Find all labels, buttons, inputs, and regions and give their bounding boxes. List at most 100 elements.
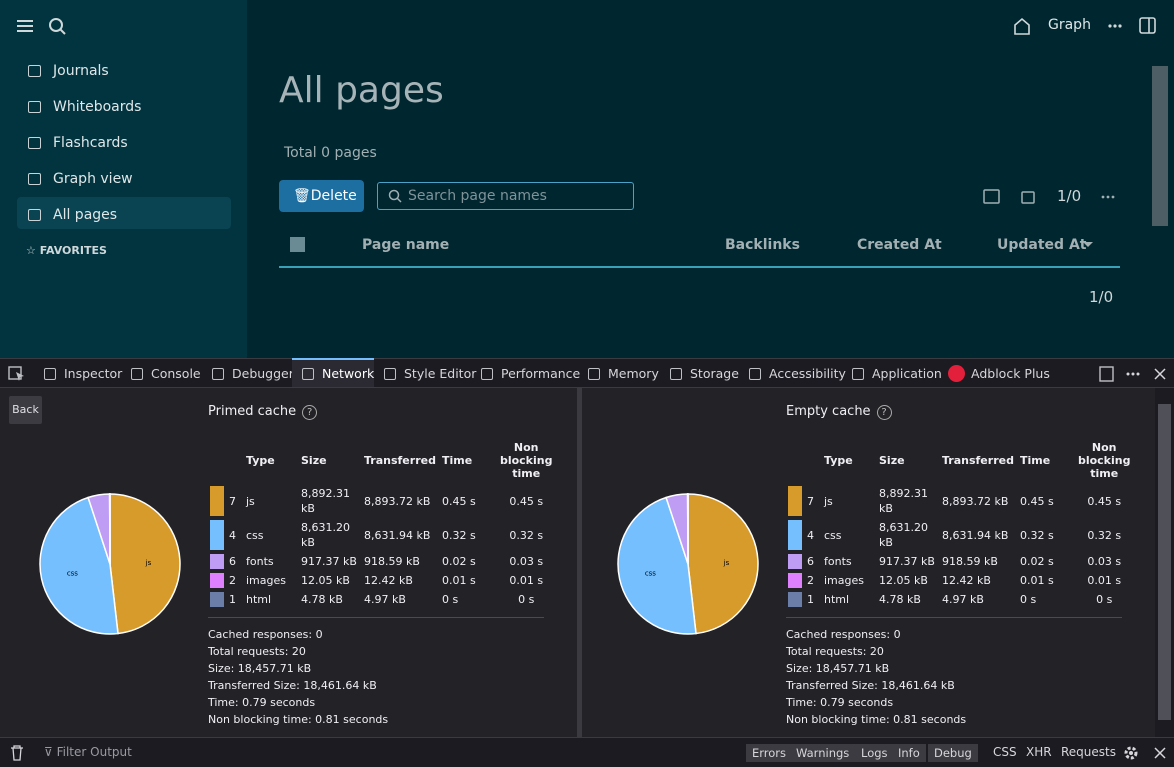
swatch <box>788 554 802 569</box>
pager: 1/0 <box>1057 187 1082 205</box>
search-box[interactable]: Search page names <box>377 182 634 210</box>
divider <box>577 388 582 737</box>
count-cell: 1 <box>208 590 243 609</box>
tab[interactable]: Inspector <box>64 366 123 381</box>
summary-line: Size: 18,457.71 kB <box>208 662 312 675</box>
sidebar: Journals Whiteboards Flashcards Graph view A… <box>0 0 247 358</box>
nav-item[interactable]: Journals <box>53 63 109 79</box>
pie-slice <box>109 493 181 635</box>
tab[interactable]: Storage <box>690 366 739 381</box>
filter-button[interactable]: XHR <box>1026 745 1052 759</box>
tab[interactable]: Debugger <box>232 366 294 381</box>
header-cell: Type <box>246 453 275 467</box>
header-cell <box>786 436 821 484</box>
tab-selected <box>292 358 374 387</box>
nav-icon <box>28 137 41 149</box>
nav-icon <box>28 101 41 113</box>
delete-button[interactable]: 🗑Delete <box>279 180 364 212</box>
header-cell: Time <box>1019 453 1051 467</box>
devtools-toolbar: Inspector Console Debugger Network Style Edi… <box>0 358 1174 388</box>
data-row: 1 html 4.78 kB 4.97 kB 0 s 0 s <box>208 590 555 609</box>
column-header[interactable]: Backlinks <box>725 237 800 253</box>
size-cell: 8,631.20 kB <box>879 521 928 549</box>
cache-table: Type Size Transferred Time Non blocking time… <box>786 436 1133 609</box>
data-row: 4 css 8,631.20 kB 8,631.94 kB 0.32 s 0.32 s <box>208 518 555 552</box>
header-cell: Non blocking time <box>499 440 553 480</box>
non-blocking-cell: 0.45 s <box>509 494 544 508</box>
swatch <box>788 520 802 550</box>
select-all[interactable] <box>290 237 305 252</box>
transferred-cell: 12.42 kB <box>364 574 413 587</box>
tab-icon <box>212 368 224 380</box>
nav-item[interactable]: All pages <box>53 207 118 223</box>
devtools-scroll-thumb[interactable] <box>1158 404 1171 720</box>
tab[interactable]: Application <box>872 366 942 381</box>
size-cell: 917.37 kB <box>301 555 357 568</box>
scroll-thumb[interactable] <box>1152 66 1168 226</box>
column-header[interactable]: Page name <box>362 237 450 253</box>
type-cell: js <box>824 494 833 508</box>
non-blocking-cell: 0 s <box>518 593 535 606</box>
size-cell: 8,631.20 kB <box>301 521 350 549</box>
level-button[interactable]: Logs <box>855 744 894 762</box>
pie-slice <box>617 496 697 635</box>
slice-label: css <box>645 569 656 577</box>
panel-title: Primed cache? <box>208 404 318 420</box>
type-cell: fonts <box>824 555 852 568</box>
delete-label: Delete <box>310 188 357 204</box>
graph-link[interactable]: Graph <box>1048 17 1091 33</box>
swatch <box>788 486 802 516</box>
nav-item[interactable]: Whiteboards <box>53 99 142 115</box>
level-button[interactable]: Warnings <box>790 744 856 762</box>
cache-panel: Primed cache? js css Type Size Transferred Tim… <box>0 388 577 737</box>
data-row: 7 js 8,892.31 kB 8,893.72 kB 0.45 s 0.45 s <box>786 484 1133 518</box>
filter-button[interactable]: CSS <box>993 745 1017 759</box>
tab[interactable]: Style Editor <box>404 366 477 381</box>
favorites[interactable]: ☆ FAVORITES <box>26 244 107 257</box>
nav-item[interactable]: Graph view <box>53 171 133 187</box>
trash-icon[interactable] <box>10 745 24 761</box>
column-header[interactable]: Updated At <box>997 237 1087 253</box>
nav-icon <box>28 209 41 221</box>
header-cell: Transferred <box>942 453 1014 467</box>
tab[interactable]: Adblock Plus <box>971 366 1050 381</box>
tab[interactable]: Network <box>322 366 375 381</box>
time-cell: 0.32 s <box>1019 528 1054 542</box>
filter[interactable]: ⊽ Filter Output <box>44 745 132 759</box>
count-cell: 4 <box>208 518 243 552</box>
time-cell: 0.32 s <box>441 528 476 542</box>
column-header[interactable]: Created At <box>857 237 942 253</box>
help-icon[interactable]: ? <box>302 405 318 420</box>
search-placeholder: Search page names <box>408 188 547 204</box>
swatch <box>210 554 224 569</box>
header-row: Type Size Transferred Time Non blocking time <box>786 436 1133 484</box>
filter-button[interactable]: Requests <box>1061 745 1116 759</box>
tab[interactable]: Memory <box>608 366 659 381</box>
count: 1 <box>229 593 236 606</box>
help-icon[interactable]: ? <box>876 405 892 420</box>
tab[interactable]: Console <box>151 366 201 381</box>
count: 6 <box>229 555 236 568</box>
back-button[interactable]: Back <box>9 396 42 424</box>
summary-line: Total requests: 20 <box>208 645 306 658</box>
tab-icon <box>481 368 493 380</box>
data-row: 7 js 8,892.31 kB 8,893.72 kB 0.45 s 0.45 s <box>208 484 555 518</box>
level-button[interactable]: Info <box>892 744 926 762</box>
header-row: Type Size Transferred Time Non blocking time <box>208 436 555 484</box>
level-button[interactable]: Errors <box>746 744 793 762</box>
nav-item[interactable]: Flashcards <box>53 135 128 151</box>
time-cell: 0.45 s <box>441 494 476 508</box>
level-button[interactable]: Debug <box>928 744 978 762</box>
type-cell: html <box>824 593 850 606</box>
summary-line: Size: 18,457.71 kB <box>786 662 890 675</box>
count-cell: 7 <box>786 484 821 518</box>
tab[interactable]: Performance <box>501 366 581 381</box>
picker-icon[interactable] <box>8 366 28 382</box>
non-blocking-cell: 0.01 s <box>509 574 544 587</box>
swatch <box>788 573 802 588</box>
type-cell: css <box>246 528 264 542</box>
size-cell: 12.05 kB <box>879 574 928 587</box>
swatch <box>210 486 224 516</box>
panel-title-text: Primed cache <box>208 404 297 419</box>
tab[interactable]: Accessibility <box>769 366 846 381</box>
